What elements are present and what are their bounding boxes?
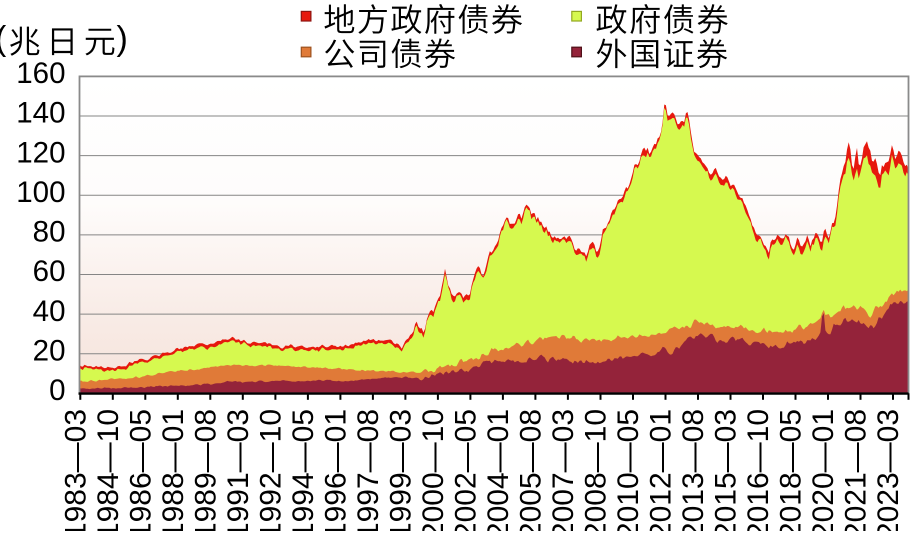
svg-text:120: 120	[16, 136, 65, 169]
svg-text:0: 0	[49, 374, 65, 407]
svg-text:1992—10: 1992—10	[254, 409, 287, 531]
svg-text:2002—05: 2002—05	[449, 409, 482, 531]
svg-text:100: 100	[16, 176, 65, 209]
svg-text:2000—10: 2000—10	[417, 409, 450, 531]
svg-text:1994—05: 1994—05	[287, 409, 320, 531]
svg-text:80: 80	[33, 216, 66, 249]
svg-text:): )	[117, 20, 128, 58]
svg-text:1988—01: 1988—01	[157, 409, 190, 531]
svg-text:2013—08: 2013—08	[677, 409, 710, 531]
svg-text:2021—08: 2021—08	[840, 409, 873, 531]
svg-text:2023—03: 2023—03	[872, 409, 905, 531]
svg-text:1999—03: 1999—03	[384, 409, 417, 531]
svg-text:2015—03: 2015—03	[710, 409, 743, 531]
svg-text:2004—01: 2004—01	[482, 409, 515, 531]
svg-text:2016—10: 2016—10	[742, 409, 775, 531]
svg-text:1984—10: 1984—10	[92, 409, 125, 531]
svg-text:60: 60	[33, 255, 66, 288]
svg-text:40: 40	[33, 295, 66, 328]
svg-text:2007—03: 2007—03	[547, 409, 580, 531]
svg-text:2005—08: 2005—08	[514, 409, 547, 531]
svg-text:2020—01: 2020—01	[807, 409, 840, 531]
svg-text:2018—05: 2018—05	[775, 409, 808, 531]
svg-text:1996—01: 1996—01	[319, 409, 352, 531]
svg-text:1991—03: 1991—03	[222, 409, 255, 531]
svg-text:(: (	[0, 20, 7, 58]
svg-text:2010—05: 2010—05	[612, 409, 645, 531]
svg-text:1989—08: 1989—08	[189, 409, 222, 531]
svg-text:140: 140	[16, 97, 65, 130]
svg-text:1997—08: 1997—08	[352, 409, 385, 531]
svg-text:1986—05: 1986—05	[124, 409, 157, 531]
svg-text:20: 20	[33, 334, 66, 367]
svg-text:160: 160	[16, 57, 65, 90]
svg-text:2012—01: 2012—01	[645, 409, 678, 531]
svg-text:1983—03: 1983—03	[59, 409, 92, 531]
svg-text:2008—10: 2008—10	[580, 409, 613, 531]
